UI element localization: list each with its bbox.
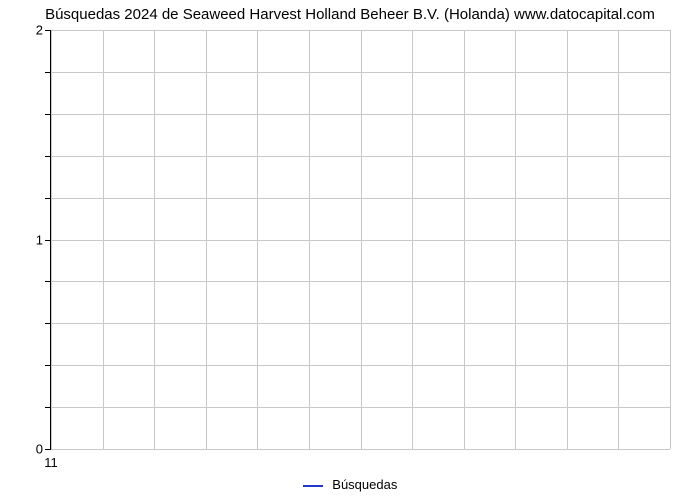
y-tick-mark: [45, 156, 51, 157]
grid-horizontal: [51, 323, 670, 324]
chart-container: Búsquedas 2024 de Seaweed Harvest Hollan…: [0, 0, 700, 500]
grid-horizontal: [51, 365, 670, 366]
y-tick-mark: [45, 323, 51, 324]
y-tick-mark: [45, 114, 51, 115]
y-tick-mark: [45, 365, 51, 366]
grid-horizontal: [51, 449, 670, 450]
y-tick-mark: [45, 281, 51, 282]
grid-vertical: [670, 30, 671, 449]
grid-horizontal: [51, 198, 670, 199]
grid-horizontal: [51, 30, 670, 31]
plot-area: 012 11: [50, 30, 670, 450]
y-tick-mark: [45, 198, 51, 199]
legend-label: Búsquedas: [332, 477, 397, 492]
grid-horizontal: [51, 407, 670, 408]
grid-horizontal: [51, 281, 670, 282]
grid-horizontal: [51, 72, 670, 73]
y-tick-mark: [45, 240, 51, 241]
y-tick-mark: [45, 407, 51, 408]
legend-swatch: [303, 485, 323, 487]
grid-horizontal: [51, 156, 670, 157]
grid-horizontal: [51, 114, 670, 115]
chart-title: Búsquedas 2024 de Seaweed Harvest Hollan…: [0, 6, 700, 23]
y-tick-mark: [45, 30, 51, 31]
y-tick-mark: [45, 72, 51, 73]
gridlines: [51, 30, 670, 449]
legend: Búsquedas: [0, 477, 700, 492]
grid-horizontal: [51, 240, 670, 241]
x-tick-label: 11: [44, 449, 58, 470]
